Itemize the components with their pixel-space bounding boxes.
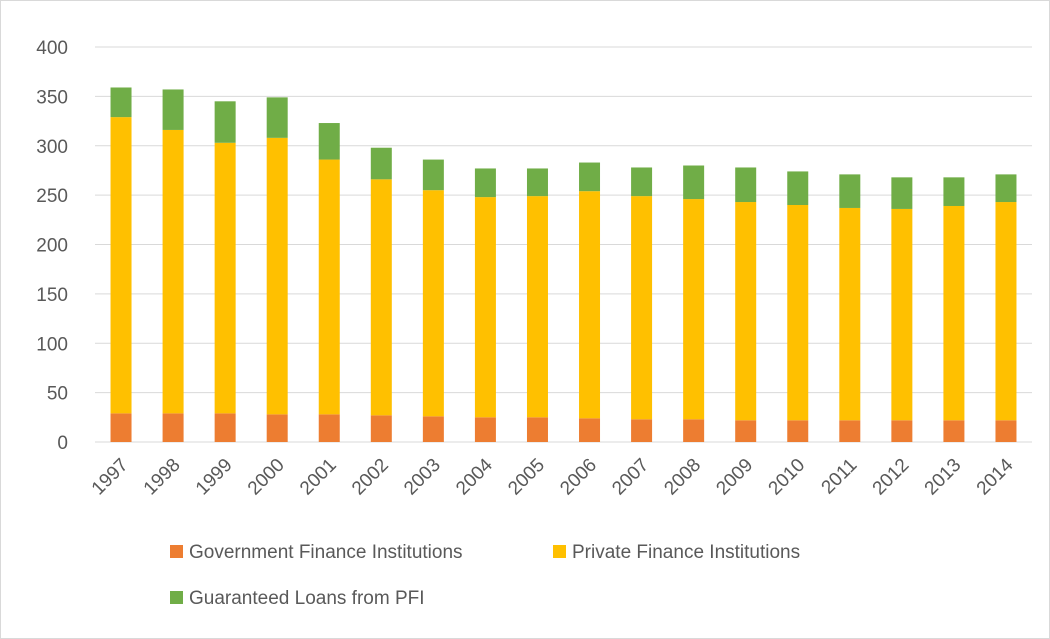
x-tick-label: 2005: [504, 455, 549, 500]
legend-label: Government Finance Institutions: [189, 542, 463, 563]
x-tick-label: 2013: [921, 455, 966, 500]
bar-segment-private: [266, 137, 288, 415]
bar-segment-private: [891, 208, 913, 421]
bars: [110, 87, 1017, 442]
y-tick-label: 250: [36, 186, 68, 207]
y-tick-label: 100: [36, 334, 68, 355]
bar-segment-private: [526, 196, 548, 418]
bar-segment-private: [943, 205, 965, 421]
bar-segment-guaranteed: [162, 89, 184, 130]
x-tick-label: 1999: [192, 455, 237, 500]
bar-segment-guaranteed: [787, 171, 809, 205]
x-tick-label: 2001: [296, 455, 341, 500]
y-tick-label: 150: [36, 285, 68, 306]
y-tick-label: 400: [36, 38, 68, 59]
bar-segment-guaranteed: [631, 167, 653, 197]
bar-segment-guaranteed: [474, 168, 496, 198]
y-tick-label: 300: [36, 137, 68, 158]
bar-segment-government: [474, 417, 496, 442]
legend: Government Finance Institutions Private F…: [170, 542, 800, 609]
x-tick-label: 2010: [765, 455, 810, 500]
bar-segment-government: [891, 420, 913, 442]
bar-segment-government: [422, 416, 444, 442]
bar-segment-guaranteed: [318, 123, 340, 160]
bar-segment-guaranteed: [422, 159, 444, 191]
y-tick-label: 50: [47, 384, 68, 405]
x-axis-ticks: 1997 1998 1999 2000 2001 2002 2003 2004 2005 2006…: [88, 454, 1018, 499]
x-tick-label: 2000: [244, 455, 289, 500]
bar-segment-guaranteed: [266, 97, 288, 138]
bar-segment-government: [579, 418, 601, 442]
bar-segment-private: [735, 202, 757, 421]
bar-segment-private: [370, 179, 392, 416]
bar-segment-guaranteed: [995, 174, 1017, 203]
x-tick-label: 2012: [869, 455, 914, 500]
bar-segment-government: [370, 415, 392, 442]
bar-segment-private: [579, 191, 601, 419]
legend-swatch: [170, 545, 183, 558]
x-tick-label: 2009: [712, 455, 757, 500]
bar-segment-guaranteed: [735, 167, 757, 203]
bar-segment-government: [943, 420, 965, 442]
bar-segment-guaranteed: [839, 174, 861, 208]
bar-segment-private: [631, 196, 653, 420]
y-tick-label: 200: [36, 236, 68, 257]
x-tick-label: 2014: [973, 454, 1018, 499]
bar-segment-private: [422, 190, 444, 417]
bar-segment-guaranteed: [526, 168, 548, 197]
bar-segment-government: [787, 420, 809, 442]
bar-segment-private: [683, 199, 705, 420]
bar-segment-guaranteed: [214, 101, 236, 143]
y-tick-label: 0: [57, 433, 68, 454]
bar-segment-government: [683, 419, 705, 442]
bar-segment-government: [110, 413, 132, 442]
bar-segment-private: [318, 159, 340, 415]
y-axis-ticks: 0 50 100 150 200 250 300 350 400: [36, 38, 68, 454]
bar-segment-government: [214, 413, 236, 442]
x-tick-label: 2008: [660, 455, 705, 500]
bar-segment-government: [631, 419, 653, 442]
bar-segment-government: [839, 420, 861, 442]
bar-segment-guaranteed: [579, 162, 601, 192]
bar-segment-government: [526, 417, 548, 442]
bar-segment-government: [318, 414, 340, 442]
x-tick-label: 1997: [88, 455, 133, 500]
bar-segment-government: [995, 420, 1017, 442]
bar-segment-government: [735, 420, 757, 442]
x-tick-label: 2003: [400, 455, 445, 500]
x-tick-label: 2004: [452, 454, 497, 499]
x-tick-label: 2007: [608, 455, 653, 500]
x-tick-label: 2006: [556, 455, 601, 500]
bar-segment-private: [839, 207, 861, 421]
bar-segment-private: [787, 205, 809, 421]
bar-segment-private: [214, 142, 236, 414]
bar-segment-private: [995, 202, 1017, 421]
x-tick-label: 1998: [140, 455, 185, 500]
bar-segment-private: [474, 197, 496, 418]
bar-segment-government: [266, 414, 288, 442]
legend-swatch: [553, 545, 566, 558]
legend-label: Private Finance Institutions: [572, 542, 800, 563]
bar-segment-guaranteed: [370, 147, 392, 180]
bar-segment-guaranteed: [110, 87, 132, 118]
legend-swatch: [170, 591, 183, 604]
bar-segment-guaranteed: [683, 165, 705, 200]
bar-segment-guaranteed: [891, 177, 913, 209]
bar-segment-private: [110, 117, 132, 414]
bar-segment-government: [162, 413, 184, 442]
x-tick-label: 2002: [348, 455, 393, 500]
bar-segment-private: [162, 129, 184, 414]
y-tick-label: 350: [36, 87, 68, 108]
x-tick-label: 2011: [818, 455, 862, 499]
gridlines: [95, 46, 1032, 443]
legend-label: Guaranteed Loans from PFI: [189, 588, 425, 609]
bar-segment-guaranteed: [943, 177, 965, 206]
